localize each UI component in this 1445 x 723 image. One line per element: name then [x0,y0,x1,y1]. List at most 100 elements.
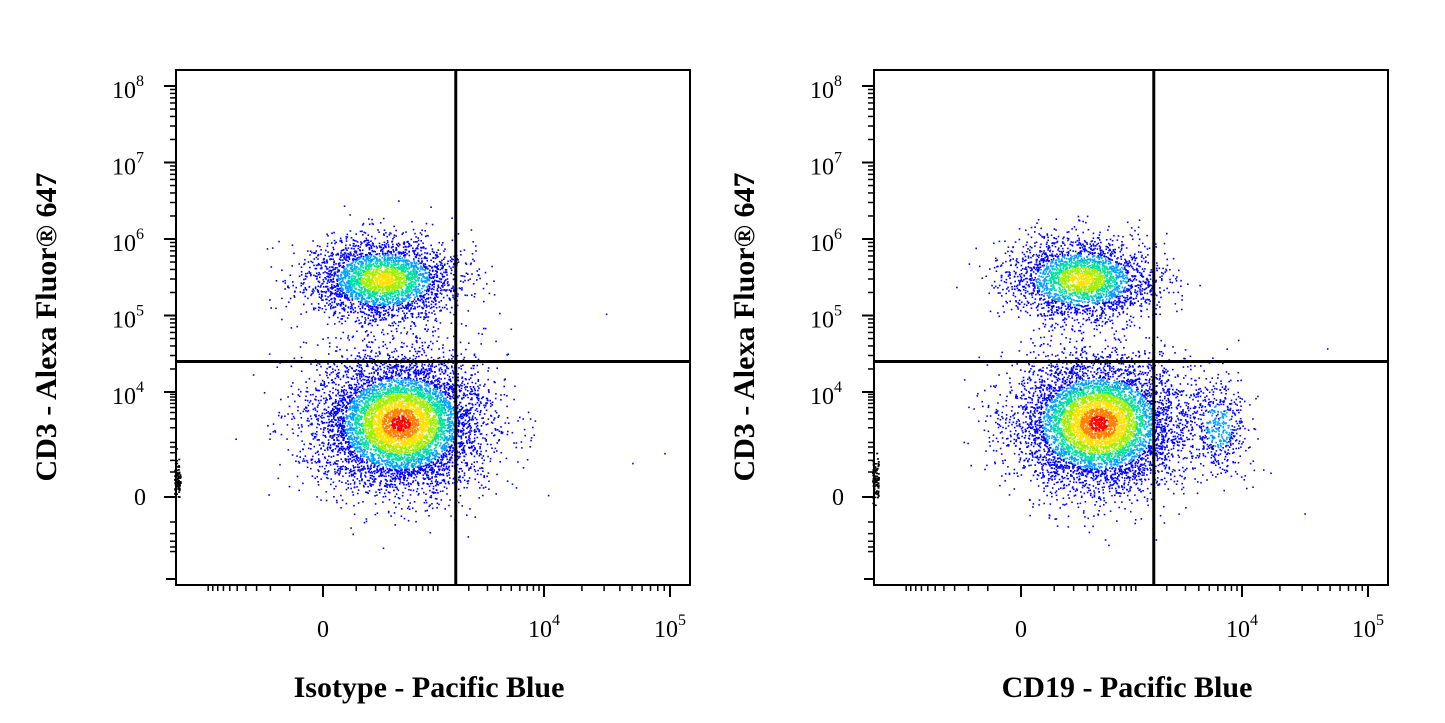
data-point [430,396,433,399]
data-point [480,343,482,345]
data-point [346,367,349,369]
data-point [449,416,452,419]
data-point [378,396,381,398]
data-point [445,391,447,393]
data-point [434,453,437,455]
data-point [511,483,514,486]
data-point [366,491,368,494]
data-point [391,452,393,454]
data-point [446,427,449,429]
data-point [452,349,454,351]
data-point [472,445,475,447]
data-point [468,477,471,479]
data-point [344,451,346,454]
data-point [326,421,328,424]
data-point [419,385,422,387]
data-point [390,388,392,390]
data-point [376,460,378,463]
data-point [445,437,448,440]
data-point [346,445,349,448]
data-point [460,441,463,443]
data-point [340,399,342,402]
data-point [441,371,444,373]
data-point [446,475,448,477]
data-point [372,455,374,458]
data-point [343,391,345,393]
data-point [333,434,335,436]
data-point [356,389,358,392]
data-point [487,378,489,381]
data-point [402,365,405,367]
data-point [397,373,399,376]
data-point [364,471,367,474]
data-point [323,402,326,405]
data-point [406,387,409,390]
data-point [428,445,431,447]
data-point [358,396,360,399]
data-point [431,370,433,373]
data-point [384,484,386,487]
data-point [372,382,374,385]
data-point [363,409,365,411]
data-point [435,436,437,439]
data-point [394,358,396,361]
data-point [414,479,417,482]
data-point [365,462,368,464]
data-point [427,483,429,485]
data-point [428,369,431,371]
data-point [364,416,366,419]
data-point [366,418,368,421]
data-point [386,373,388,376]
data-point [368,341,370,343]
data-point [418,452,420,455]
data-point [415,461,417,463]
data-point [456,413,459,415]
data-point [427,442,430,445]
data-point [360,392,362,395]
data-point [432,461,434,464]
data-point [444,399,446,402]
data-point [456,405,459,407]
data-point [306,399,309,402]
data-point [362,425,364,427]
data-point [420,389,423,392]
data-point [367,402,369,404]
data-point [362,401,364,404]
data-point [423,469,425,471]
data-point [436,507,438,509]
data-point [363,455,366,457]
data-point [381,458,383,461]
data-point [463,413,466,416]
data-point [353,388,355,391]
data-point [376,454,379,457]
data-point [337,443,340,445]
data-point [439,442,442,444]
data-point [353,441,355,443]
data-point [424,468,426,470]
data-point [450,354,453,357]
data-point [495,393,497,395]
data-point [277,414,280,417]
data-point [323,422,326,424]
data-point [483,385,485,387]
data-point [387,511,390,514]
data-point [448,431,450,433]
data-point [447,414,449,417]
data-point [458,408,461,411]
data-point [342,412,344,415]
data-point [356,417,358,420]
data-point [434,385,437,387]
data-point [460,467,463,470]
data-point [446,423,449,426]
data-point [351,397,353,400]
data-point [411,456,414,458]
data-point [446,439,449,441]
data-point [443,425,446,427]
data-point [337,372,339,375]
data-point [347,441,349,443]
data-point [364,474,366,477]
data-point [339,378,342,381]
data-point [416,366,418,368]
data-point [357,502,360,504]
data-point [404,378,406,381]
